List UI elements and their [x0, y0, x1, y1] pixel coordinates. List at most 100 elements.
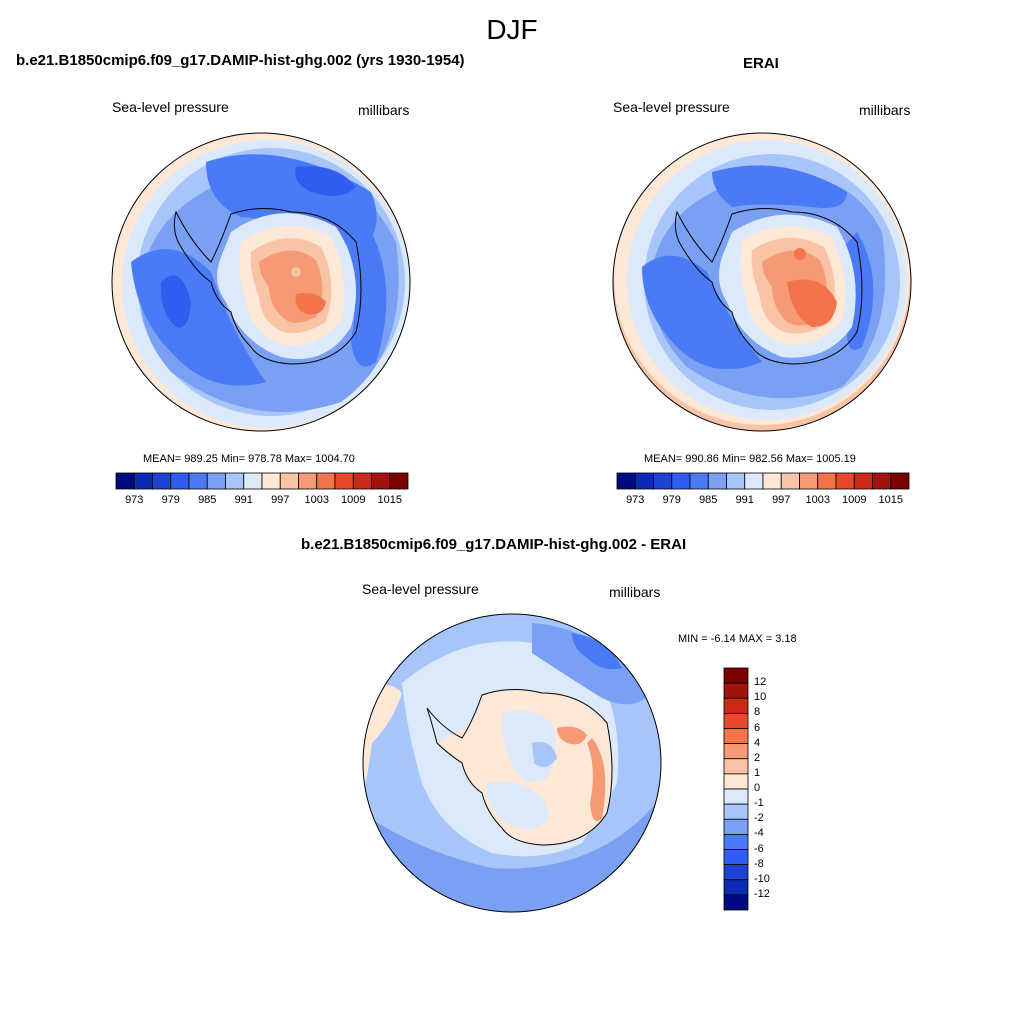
panel2-units-label: millibars: [859, 102, 911, 118]
panel1-colorbar-swatch: [188, 472, 208, 490]
panel3-colorbar-swatch: [723, 803, 749, 820]
panel3-variable-label: Sea-level pressure: [362, 581, 479, 597]
panel2-colorbar-swatch: [616, 472, 636, 490]
panel1-colorbar-swatch: [298, 472, 318, 490]
panel2-colorbar-tick-label: 991: [735, 494, 754, 506]
panel2-colorbar-tick-label: 979: [662, 494, 681, 506]
panel1-colorbar-swatch: [225, 472, 245, 490]
panel1-colorbar-swatch: [170, 472, 190, 490]
panel1-colorbar-tick-label: 985: [198, 494, 217, 506]
panel3-colorbar-swatch: [723, 758, 749, 775]
panel1-colorbar-swatch: [334, 472, 354, 490]
panel1-colorbar-tick-label: 1003: [304, 494, 329, 506]
panel2-colorbar-swatch: [707, 472, 727, 490]
panel2-colorbar-swatch: [799, 472, 819, 490]
panel2-title: ERAI: [743, 55, 779, 72]
panel1-colorbar-tick-label: 991: [234, 494, 253, 506]
panel2-colorbar-tick-label: 1009: [842, 494, 867, 506]
panel2-colorbar-tick-label: 973: [626, 494, 645, 506]
panel3-colorbar-swatch: [723, 728, 749, 745]
panel3-colorbar: [723, 667, 749, 911]
panel1-colorbar-swatch: [352, 472, 372, 490]
panel3-stats: MIN = -6.14 MAX = 3.18: [678, 633, 797, 645]
panel1-colorbar: [115, 472, 409, 490]
panel3-colorbar-tick-label: 4: [754, 736, 761, 749]
panel3-title: b.e21.B1850cmip6.f09_g17.DAMIP-hist-ghg.…: [301, 536, 687, 553]
panel3-colorbar-swatch: [723, 773, 749, 790]
panel3-colorbar-tick-label: -10: [754, 872, 770, 885]
panel2-colorbar-swatch: [872, 472, 892, 490]
panel1-colorbar-swatch: [316, 472, 336, 490]
panel3-colorbar-tick-label: -4: [754, 827, 764, 840]
panel1-colorbar-tick-label: 1015: [377, 494, 402, 506]
panel2-colorbar-swatch: [853, 472, 873, 490]
panel3-colorbar-swatch: [723, 879, 749, 896]
panel3-colorbar-swatch: [723, 697, 749, 714]
panel3-colorbar-tick-label: 8: [754, 706, 761, 719]
panel1-colorbar-swatch: [371, 472, 391, 490]
panel1-polar-map: [111, 132, 411, 432]
panel2-stats: MEAN= 990.86 Min= 982.56 Max= 1005.19: [644, 453, 856, 465]
panel3-colorbar-tick-label: 12: [754, 676, 767, 689]
panel1-colorbar-tick-label: 973: [125, 494, 144, 506]
panel2-colorbar-tick-label: 997: [772, 494, 791, 506]
panel1-colorbar-swatch: [115, 472, 135, 490]
panel2-colorbar-swatch: [634, 472, 654, 490]
panel3-colorbar-swatch: [723, 864, 749, 881]
panel3-colorbar-tick-label: 0: [754, 782, 761, 794]
panel3-colorbar-swatch: [723, 712, 749, 729]
panel2-colorbar-tick-label: 1003: [805, 494, 830, 506]
panel1-stats: MEAN= 989.25 Min= 978.78 Max= 1004.70: [143, 453, 355, 465]
panel3-colorbar-tick-label: -8: [754, 857, 764, 870]
panel1-colorbar-swatch: [279, 472, 299, 490]
panel1-colorbar-swatch: [152, 472, 172, 490]
panel3-colorbar-tick-label: -1: [754, 797, 764, 810]
panel3-colorbar-tick-label: 2: [754, 751, 761, 764]
panel3-colorbar-swatch: [723, 667, 749, 684]
panel3-units-label: millibars: [609, 584, 661, 600]
panel1-colorbar-swatch: [243, 472, 263, 490]
panel3-colorbar-swatch: [723, 788, 749, 805]
panel3-colorbar-ticks: 12 10 8 6 4 2 1 0 -1 -2 -4 -6 -8 -10 -12: [754, 668, 794, 910]
panel3-colorbar-tick-label: 1: [754, 766, 761, 779]
panel2-colorbar-tick-label: 985: [699, 494, 718, 506]
panel1-units-label: millibars: [358, 102, 410, 118]
panel3-colorbar-swatch: [723, 894, 749, 911]
panel2-colorbar-swatch: [744, 472, 764, 490]
panel3-colorbar-swatch: [723, 743, 749, 760]
panel1-colorbar-ticks: 973 979 985 991 997 1003 1009 1015: [116, 494, 408, 510]
panel3-colorbar-swatch: [723, 682, 749, 699]
panel2-colorbar-swatch: [817, 472, 837, 490]
panel1-colorbar-swatch: [206, 472, 226, 490]
panel1-colorbar-tick-label: 979: [161, 494, 180, 506]
panel3-polar-map: [362, 613, 662, 913]
panel3-colorbar-swatch: [723, 818, 749, 835]
panel3-colorbar-tick-label: 6: [754, 721, 761, 734]
panel2-polar-map: [612, 132, 912, 432]
panel1-variable-label: Sea-level pressure: [112, 99, 229, 115]
panel2-colorbar-swatch: [762, 472, 782, 490]
panel2-colorbar-swatch: [835, 472, 855, 490]
panel1-colorbar-swatch: [389, 472, 409, 490]
panel3-colorbar-tick-label: -6: [754, 842, 764, 855]
panel1-colorbar-swatch: [133, 472, 153, 490]
panel2-colorbar: [616, 472, 910, 490]
panel3-colorbar-tick-label: -2: [754, 812, 764, 825]
panel3-colorbar-swatch: [723, 833, 749, 850]
figure-title: DJF: [486, 14, 538, 45]
panel2-colorbar-ticks: 973 979 985 991 997 1003 1009 1015: [617, 494, 909, 510]
panel3-colorbar-tick-label: -12: [754, 887, 770, 900]
panel1-title: b.e21.B1850cmip6.f09_g17.DAMIP-hist-ghg.…: [16, 52, 465, 69]
panel2-colorbar-tick-label: 1015: [878, 494, 903, 506]
panel2-colorbar-swatch: [671, 472, 691, 490]
panel2-variable-label: Sea-level pressure: [613, 99, 730, 115]
panel2-colorbar-swatch: [780, 472, 800, 490]
panel2-colorbar-swatch: [890, 472, 910, 490]
panel2-colorbar-swatch: [653, 472, 673, 490]
panel1-colorbar-tick-label: 997: [271, 494, 290, 506]
panel2-colorbar-swatch: [726, 472, 746, 490]
panel3-colorbar-swatch: [723, 849, 749, 866]
panel3-colorbar-tick-label: 10: [754, 691, 767, 704]
panel1-colorbar-swatch: [261, 472, 281, 490]
panel1-colorbar-tick-label: 1009: [341, 494, 366, 506]
